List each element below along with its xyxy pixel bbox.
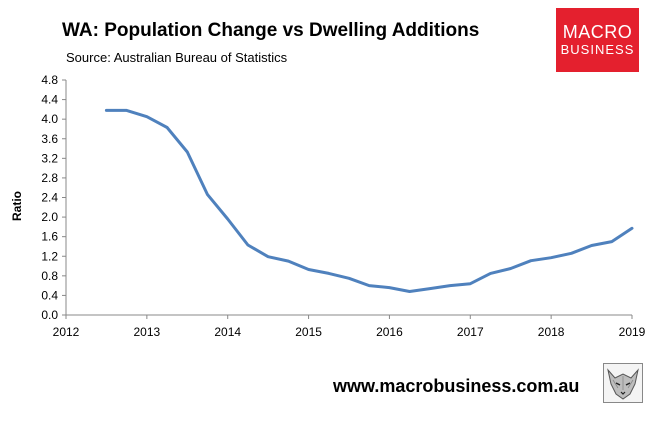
wolf-icon: [603, 363, 643, 403]
y-tick-label: 2.8: [41, 171, 58, 185]
x-tick-label: 2016: [376, 325, 403, 339]
x-tick-label: 2019: [619, 325, 646, 339]
y-tick-label: 3.6: [41, 132, 58, 146]
y-tick-label: 0.0: [41, 308, 58, 322]
x-tick-label: 2013: [134, 325, 161, 339]
x-tick-label: 2017: [457, 325, 484, 339]
y-tick-label: 4.4: [41, 93, 58, 107]
y-tick-label: 4.8: [41, 73, 58, 87]
y-tick-label: 2.0: [41, 210, 58, 224]
y-tick-label: 1.6: [41, 230, 58, 244]
y-axis: 0.0 0.4 0.8 1.2 1.6 2.0 2.4 2.8 3.2 3.6 4.0 4.4 4.8: [41, 73, 67, 322]
y-tick-label: 1.2: [41, 249, 58, 263]
series-layer: [104, 108, 634, 293]
macrobusiness-logo: MACRO BUSINESS: [556, 8, 639, 72]
y-tick-label: 0.4: [41, 288, 58, 302]
x-tick-label: 2014: [214, 325, 241, 339]
logo-line-1: MACRO: [562, 22, 633, 42]
logo-line-2: BUSINESS: [560, 42, 635, 57]
x-tick-label: 2015: [295, 325, 322, 339]
y-axis-label: Ratio: [10, 191, 24, 221]
chart-subtitle: Source: Australian Bureau of Statistics: [66, 50, 288, 65]
footer-url: www.macrobusiness.com.au: [333, 376, 580, 396]
x-tick-label: 2018: [538, 325, 565, 339]
y-tick-label: 3.2: [41, 151, 58, 165]
y-tick-label: 2.4: [41, 191, 58, 205]
series-line: [104, 108, 634, 293]
x-axis: 2012 2013 2014 2015 2016 2017 2018 2019: [53, 314, 646, 339]
y-tick-label: 0.8: [41, 269, 58, 283]
x-tick-label: 2012: [53, 325, 80, 339]
y-tick-label: 4.0: [41, 112, 58, 126]
chart-title: WA: Population Change vs Dwelling Additi…: [62, 20, 480, 41]
